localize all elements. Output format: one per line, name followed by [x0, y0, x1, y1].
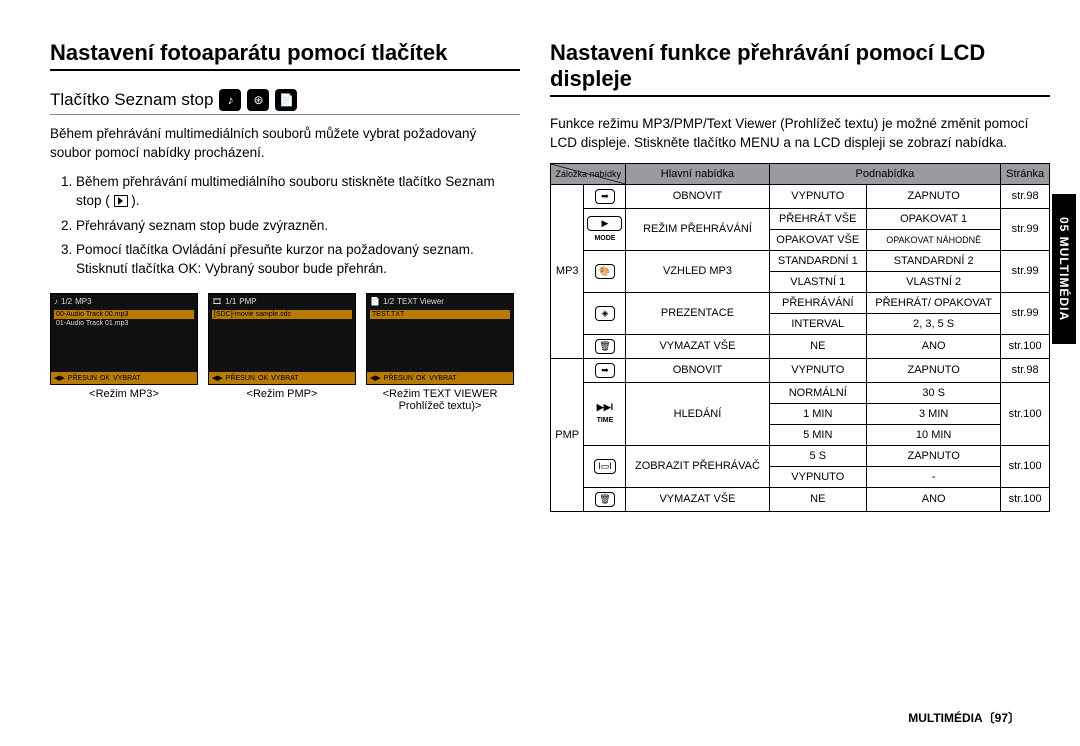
text-icon: 📄: [370, 297, 380, 306]
selected-track: [SDC]-movie sample.sdc: [212, 310, 352, 319]
table-row: PMP ➡ OBNOVIT VYPNUTO ZAPNUTO str.98: [551, 358, 1050, 382]
menu-table: Záložka nabídky Hlavní nabídka Podnabídk…: [550, 163, 1050, 512]
left-subheading: Tlačítko Seznam stop ♪ ⊛ 📄: [50, 89, 520, 115]
screenshot-pmp: 🎞 1/1 PMP [SDC]-movie sample.sdc ◀▶PŘESU…: [208, 293, 356, 412]
lcd-text: 📄 1/2 TEXT Viewer TEST.TXT ◀▶PŘESUN OK V…: [366, 293, 514, 385]
skin-icon: 🎨: [584, 250, 626, 292]
left-heading: Nastavení fotoaparátu pomocí tlačítek: [50, 40, 520, 71]
steps-list: Během přehrávání multimediálního souboru…: [50, 173, 520, 279]
resume-icon: ➡: [584, 358, 626, 382]
screenshot-mp3: ♪ 1/2 MP3 00-Audio Track 00.mp3 01-Audio…: [50, 293, 198, 412]
lcd-mp3: ♪ 1/2 MP3 00-Audio Track 00.mp3 01-Audio…: [50, 293, 198, 385]
screenshot-row: ♪ 1/2 MP3 00-Audio Track 00.mp3 01-Audio…: [50, 293, 520, 412]
left-intro: Během přehrávání multimediálních souborů…: [50, 125, 520, 163]
text-page-icon: 📄: [275, 89, 297, 111]
display-icon: I▭I: [584, 445, 626, 487]
slideshow-icon: ◈: [584, 292, 626, 334]
table-row: I▭I ZOBRAZIT PŘEHRÁVAČ 5 S ZAPNUTO str.1…: [551, 445, 1050, 466]
right-column: Nastavení funkce přehrávání pomocí LCD d…: [550, 40, 1050, 512]
table-row: 🗑 VYMAZAT VŠE NE ANO str.100: [551, 334, 1050, 358]
table-row: 🎨 VZHLED MP3 STANDARDNÍ 1 STANDARDNÍ 2 s…: [551, 250, 1050, 271]
screenshot-text: 📄 1/2 TEXT Viewer TEST.TXT ◀▶PŘESUN OK V…: [366, 293, 514, 412]
music-note-icon: ♪: [219, 89, 241, 111]
search-icon: ▶▶I TIME: [584, 382, 626, 445]
table-row: ▶▶I TIME HLEDÁNÍ NORMÁLNÍ 30 S str.100: [551, 382, 1050, 403]
film-reel-icon: ⊛: [247, 89, 269, 111]
table-row: MP3 ➡ OBNOVIT VYPNUTO ZAPNUTO str.98: [551, 184, 1050, 208]
two-column-layout: Nastavení fotoaparátu pomocí tlačítek Tl…: [50, 40, 1050, 512]
step-3: Pomocí tlačítka Ovládání přesuňte kurzor…: [76, 241, 520, 279]
right-intro: Funkce režimu MP3/PMP/Text Viewer (Prohl…: [550, 115, 1050, 153]
right-heading: Nastavení funkce přehrávání pomocí LCD d…: [550, 40, 1050, 97]
left-column: Nastavení fotoaparátu pomocí tlačítek Tl…: [50, 40, 520, 512]
header-tab: Záložka nabídky: [555, 169, 621, 179]
step-1: Během přehrávání multimediálního souboru…: [76, 173, 520, 211]
tab-mp3: MP3: [551, 184, 584, 358]
subheading-text: Tlačítko Seznam stop: [50, 90, 213, 110]
music-note-icon: ♪: [54, 297, 58, 306]
page-footer: MULTIMÉDIA〔97〕: [908, 709, 1020, 726]
section-side-tab: 05 MULTIMÉDIA: [1052, 194, 1076, 344]
caption-text: <Režim TEXT VIEWER Prohlížeč textu)>: [366, 388, 514, 412]
playlist-button-icon: [114, 195, 128, 207]
tab-pmp: PMP: [551, 358, 584, 511]
resume-icon: ➡: [584, 184, 626, 208]
manual-page: Nastavení fotoaparátu pomocí tlačítek Tl…: [0, 0, 1080, 746]
mode-icon: ▶ MODE: [584, 208, 626, 250]
table-row: ◈ PREZENTACE PŘEHRÁVÁNÍ PŘEHRÁT/ OPAKOVA…: [551, 292, 1050, 313]
caption-pmp: <Režim PMP>: [208, 388, 356, 400]
header-main: Hlavní nabídka: [626, 163, 769, 184]
selected-track: TEST.TXT: [370, 310, 510, 319]
table-row: 🗑 VYMAZAT VŠE NE ANO str.100: [551, 487, 1050, 511]
delete-icon: 🗑: [584, 334, 626, 358]
selected-track: 00-Audio Track 00.mp3: [54, 310, 194, 319]
step-2: Přehrávaný seznam stop bude zvýrazněn.: [76, 217, 520, 236]
table-header-row: Záložka nabídky Hlavní nabídka Podnabídk…: [551, 163, 1050, 184]
lcd-pmp: 🎞 1/1 PMP [SDC]-movie sample.sdc ◀▶PŘESU…: [208, 293, 356, 385]
delete-icon: 🗑: [584, 487, 626, 511]
header-page: Stránka: [1001, 163, 1050, 184]
caption-mp3: <Režim MP3>: [50, 388, 198, 400]
table-row: ▶ MODE REŽIM PŘEHRÁVÁNÍ PŘEHRÁT VŠE OPAK…: [551, 208, 1050, 229]
header-sub: Podnabídka: [769, 163, 1001, 184]
film-icon: 🎞: [212, 297, 222, 306]
track-line: 01-Audio Track 01.mp3: [54, 319, 194, 328]
